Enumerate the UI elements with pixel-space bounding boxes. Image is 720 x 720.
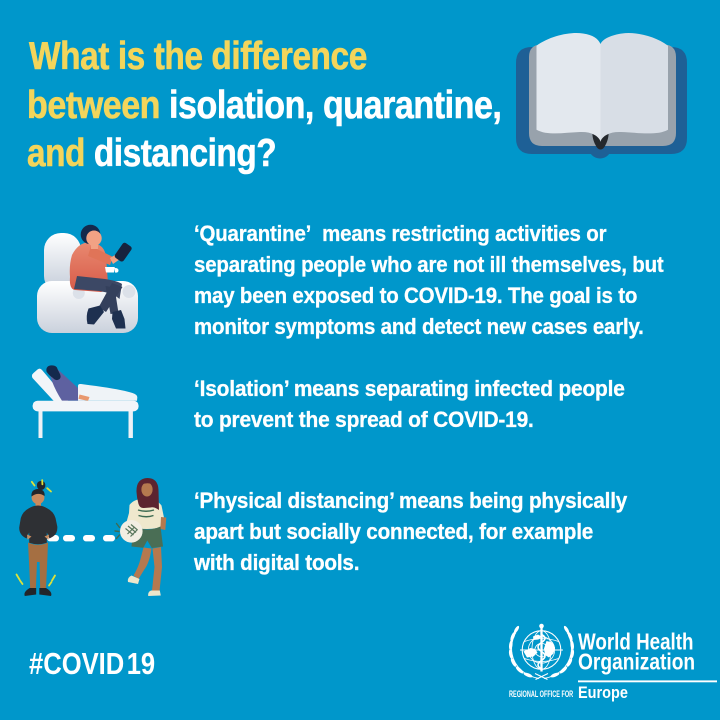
svg-text:REGIONAL OFFICE FOR: REGIONAL OFFICE FOR [509,689,574,700]
svg-text:Organization: Organization [578,649,695,675]
svg-text:Europe: Europe [578,684,628,702]
svg-text:World Health: World Health [578,628,694,655]
